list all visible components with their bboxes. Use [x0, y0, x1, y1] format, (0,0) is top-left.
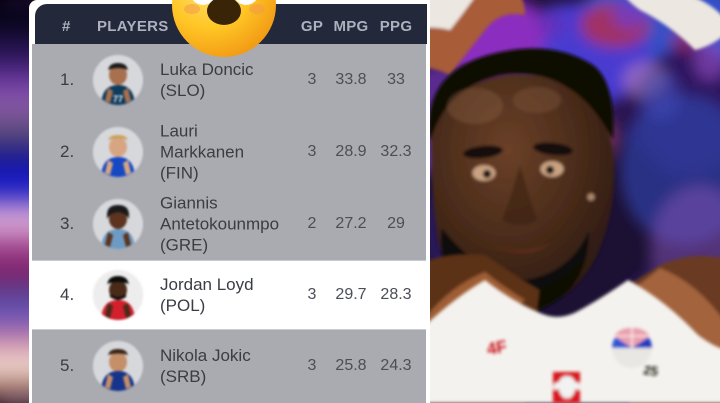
svg-text:77: 77: [113, 94, 123, 104]
svg-text:25: 25: [643, 362, 659, 379]
svg-text:4F: 4F: [485, 337, 508, 359]
